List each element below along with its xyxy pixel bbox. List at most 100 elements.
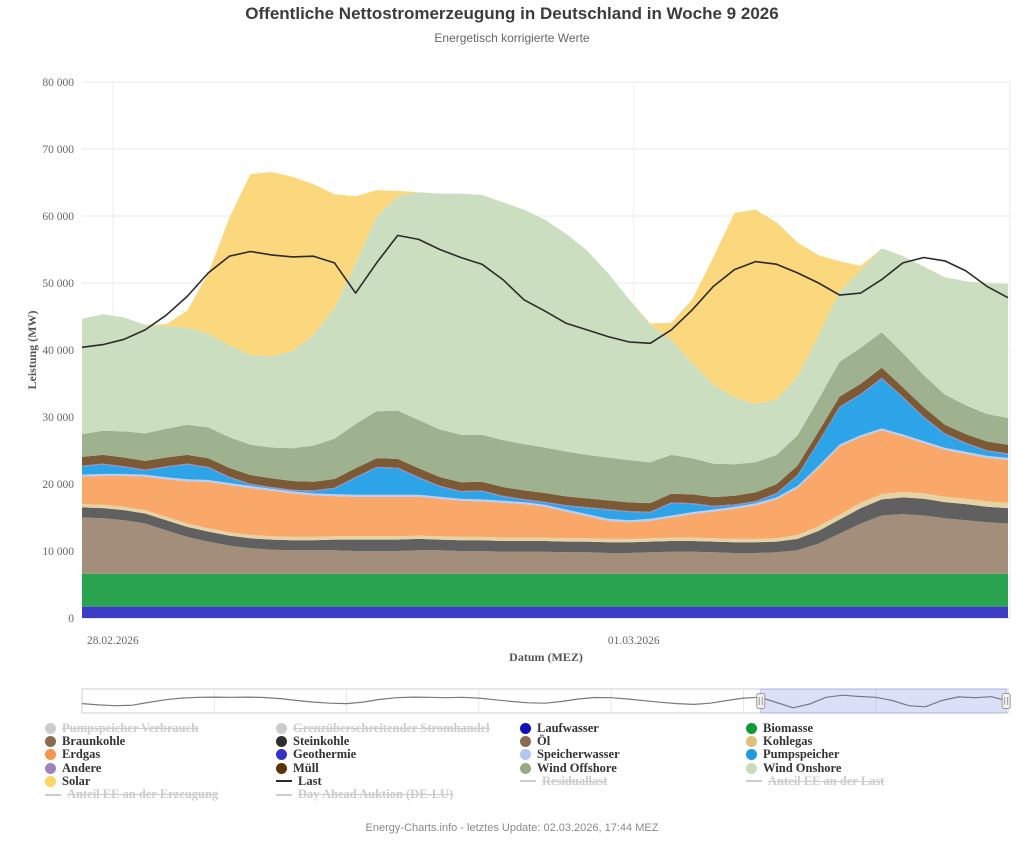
legend-item-label: Wind Onshore xyxy=(763,760,842,775)
navigator-handle-left[interactable] xyxy=(756,693,766,709)
legend-item-label: Anteil EE an der Erzeugung xyxy=(67,787,219,802)
legend-item-andere[interactable]: Andere xyxy=(45,760,218,775)
legend-item-speicherwasser[interactable]: Speicherwasser xyxy=(520,748,620,761)
footer-credit: Energy-Charts.info - letztes Update: 02.… xyxy=(365,822,659,834)
legend-dot-icon xyxy=(45,775,56,787)
y-tick-label: 0 xyxy=(68,613,74,625)
x-tick-label: 28.02.2026 xyxy=(87,635,139,647)
y-tick-label: 20 000 xyxy=(42,479,74,491)
area-speicherwasser[interactable] xyxy=(82,428,1008,523)
legend-dot-icon xyxy=(520,749,531,761)
legend-item-kohlegas[interactable]: Kohlegas xyxy=(746,735,884,748)
navigator[interactable] xyxy=(81,688,1011,714)
legend-item-anteil-ee-an-der-last[interactable]: Anteil EE an der Last xyxy=(746,773,885,788)
legend-line-icon xyxy=(45,793,61,796)
legend-dot-icon xyxy=(746,736,757,748)
legend-dot-icon xyxy=(520,736,531,748)
legend-item-residuallast[interactable]: Residuallast xyxy=(520,773,620,788)
legend-dot-icon xyxy=(520,762,531,774)
legend-item-steinkohle[interactable]: Steinkohle xyxy=(276,735,490,748)
navigator-series-line xyxy=(81,694,1009,709)
legend-item-grenzueberschreitender-stromhandel[interactable]: Grenzüberschreitender Stromhandel xyxy=(276,722,490,735)
legend-line-icon xyxy=(520,780,536,783)
y-tick-label: 60 000 xyxy=(42,211,74,223)
y-tick-label: 80 000 xyxy=(42,77,74,89)
legend-item-laufwasser[interactable]: Laufwasser xyxy=(520,722,620,735)
legend-dot-icon xyxy=(276,749,287,761)
legend-dot-icon xyxy=(276,736,287,748)
legend-item-muell[interactable]: Müll xyxy=(276,761,490,775)
legend-item-label: Wind Offshore xyxy=(537,760,617,775)
legend-item-solar[interactable]: Solar xyxy=(45,773,218,788)
legend-item-label: Last xyxy=(298,773,322,788)
chart-legend: Pumpspeicher Verbrauch Braunkohle Erdgas An… xyxy=(0,722,1024,804)
navigator-selection[interactable] xyxy=(760,688,1007,714)
legend-line-icon xyxy=(746,780,762,783)
area-laufwasser[interactable] xyxy=(82,606,1008,618)
legend-item-label: Anteil EE an der Last xyxy=(768,773,885,788)
navigator-frame xyxy=(81,688,1009,714)
navigator-handle-right-grip xyxy=(1001,693,1011,709)
legend-item-day-ahead-auktion-de-lu[interactable]: Day Ahead Auktion (DE-LU) xyxy=(276,788,490,801)
legend-item-braunkohle[interactable]: Braunkohle xyxy=(45,735,218,748)
legend-column-3: Laufwasser Öl Speicherwasser Wind Offshore R… xyxy=(520,722,620,788)
navigator-handle-right[interactable] xyxy=(1001,693,1011,709)
area-solar[interactable] xyxy=(82,172,1008,404)
y-tick-label: 30 000 xyxy=(42,412,74,424)
legend-item-wind-offshore[interactable]: Wind Offshore xyxy=(520,760,620,775)
legend-item-biomasse[interactable]: Biomasse xyxy=(746,722,884,735)
legend-column-1: Pumpspeicher Verbrauch Braunkohle Erdgas An… xyxy=(45,722,218,801)
legend-column-2: Grenzüberschreitender Stromhandel Steinko… xyxy=(276,722,490,801)
navigator-handle-left-grip xyxy=(756,693,766,709)
legend-item-erdgas[interactable]: Erdgas xyxy=(45,748,218,761)
chart-title: Offentliche Nettostromerzeugung in Deuts… xyxy=(245,4,779,23)
legend-item-pumpspeicher-verbrauch[interactable]: Pumpspeicher Verbrauch xyxy=(45,722,218,735)
area-wind-onshore[interactable] xyxy=(82,192,1008,465)
legend-item-label: Andere xyxy=(62,760,102,775)
legend-item-label: Öl xyxy=(537,734,551,749)
legend-column-4: Biomasse Kohlegas Pumpspeicher Wind Onshore… xyxy=(746,722,884,788)
legend-dot-icon xyxy=(746,749,757,761)
area-erdgas[interactable] xyxy=(82,430,1008,539)
legend-dot-icon xyxy=(746,723,757,735)
y-tick-label: 70 000 xyxy=(42,144,74,156)
area-wind-offshore[interactable] xyxy=(82,332,1008,504)
legend-item-wind-onshore[interactable]: Wind Onshore xyxy=(746,760,884,775)
x-axis-title: Datum (MEZ) xyxy=(509,650,583,664)
y-tick-label: 10 000 xyxy=(42,546,74,558)
y-tick-label: 40 000 xyxy=(42,345,74,357)
legend-item-pumpspeicher[interactable]: Pumpspeicher xyxy=(746,748,884,761)
legend-item-label: Erdgas xyxy=(62,747,101,762)
legend-item-label: Pumpspeicher Verbrauch xyxy=(62,721,199,736)
legend-dot-icon xyxy=(45,762,56,774)
area-kohlegas[interactable] xyxy=(82,492,1008,543)
legend-dot-icon xyxy=(520,723,531,735)
legend-item-geothermie[interactable]: Geothermie xyxy=(276,748,490,761)
legend-item-label: Kohlegas xyxy=(763,734,813,749)
legend-item-label: Braunkohle xyxy=(62,734,126,749)
area-biomasse[interactable] xyxy=(82,573,1008,607)
legend-dot-icon xyxy=(45,736,56,748)
legend-item-label: Solar xyxy=(62,773,91,788)
legend-dot-icon xyxy=(276,723,287,735)
area-pumpspeicher[interactable] xyxy=(82,378,1008,521)
main-chart[interactable]: 0 10 000 20 000 30 000 40 000 50 000 60 000 70 … xyxy=(0,0,1024,718)
area-steinkohle[interactable] xyxy=(82,497,1008,553)
legend-line-icon xyxy=(276,780,292,783)
legend-item-last[interactable]: Last xyxy=(276,773,490,788)
legend-dot-icon xyxy=(276,762,287,774)
area-braunkohle[interactable] xyxy=(82,514,1008,574)
legend-item-label: Grenzüberschreitender Stromhandel xyxy=(293,721,490,736)
legend-item-label: Biomasse xyxy=(763,721,813,736)
legend-item-label: Day Ahead Auktion (DE-LU) xyxy=(298,787,454,802)
x-tick-label: 01.03.2026 xyxy=(608,635,660,647)
legend-item-label: Speicherwasser xyxy=(537,747,620,762)
legend-dot-icon xyxy=(746,762,757,774)
legend-item-label: Residuallast xyxy=(542,773,608,788)
y-axis-title: Leistung (MW) xyxy=(25,311,39,390)
line-last[interactable] xyxy=(81,234,1009,349)
legend-item-anteil-ee-an-der-erzeugung[interactable]: Anteil EE an der Erzeugung xyxy=(45,788,218,801)
legend-item-label: Pumpspeicher xyxy=(763,747,840,762)
legend-item-oel[interactable]: Öl xyxy=(520,735,620,748)
